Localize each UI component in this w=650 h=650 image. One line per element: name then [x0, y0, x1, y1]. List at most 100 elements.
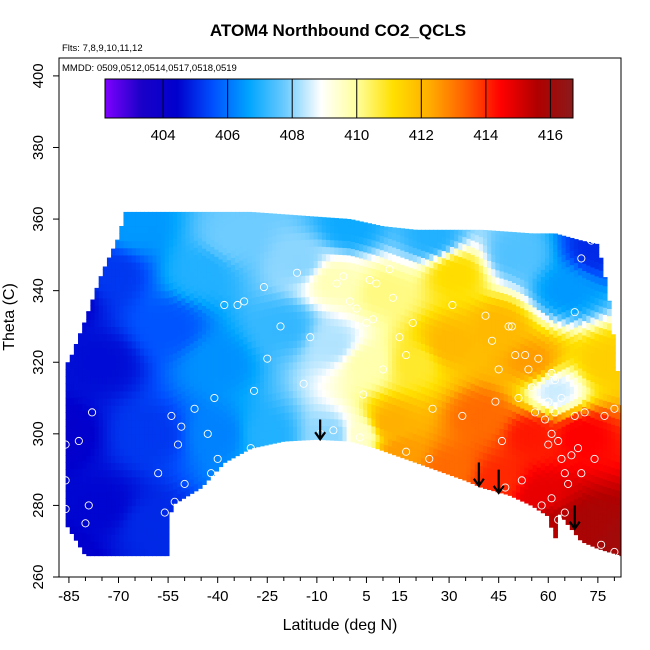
- field-cell: [139, 369, 145, 378]
- field-cell: [491, 239, 496, 248]
- field-cell: [433, 233, 439, 241]
- field-cell: [139, 254, 145, 263]
- field-cell: [276, 434, 282, 443]
- field-cell: [466, 229, 472, 232]
- field-cell: [437, 256, 443, 264]
- field-cell: [82, 546, 87, 555]
- field-cell: [544, 286, 550, 295]
- field-cell: [524, 238, 530, 246]
- field-cell: [82, 503, 87, 512]
- field-cell: [305, 332, 311, 341]
- field-cell: [193, 275, 199, 284]
- field-cell: [569, 307, 575, 316]
- field-cell: [288, 283, 294, 291]
- field-cell: [392, 347, 397, 355]
- field-cell: [425, 316, 430, 324]
- field-cell: [255, 224, 261, 233]
- field-cell: [553, 466, 558, 474]
- field-cell: [309, 310, 315, 319]
- field-cell: [139, 383, 145, 392]
- field-cell: [144, 376, 149, 385]
- field-cell: [168, 418, 174, 427]
- field-cell: [516, 232, 521, 235]
- field-cell: [317, 374, 323, 383]
- field-cell: [359, 243, 364, 252]
- field-cell: [511, 404, 517, 412]
- field-cell: [330, 354, 335, 362]
- field-cell: [429, 382, 434, 390]
- field-cell: [280, 333, 286, 342]
- field-cell: [78, 518, 83, 526]
- field-cell: [470, 254, 476, 263]
- field-cell: [578, 532, 583, 541]
- field-cell: [359, 386, 364, 395]
- field-cell: [482, 473, 488, 482]
- field-cell: [582, 342, 587, 350]
- field-cell: [561, 426, 567, 434]
- sample-point: [395, 333, 404, 342]
- field-cell: [392, 239, 397, 248]
- field-cell: [102, 333, 108, 342]
- field-cell: [557, 413, 563, 422]
- field-cell: [119, 226, 125, 234]
- field-cell: [131, 312, 137, 320]
- field-cell: [425, 387, 430, 396]
- field-cell: [334, 218, 339, 227]
- field-cell: [160, 455, 166, 464]
- field-cell: [280, 434, 286, 442]
- field-cell: [135, 376, 141, 385]
- field-cell: [317, 360, 323, 369]
- field-cell: [288, 411, 294, 420]
- field-cell: [557, 299, 563, 308]
- field-cell: [156, 398, 162, 406]
- field-cell: [569, 364, 575, 373]
- field-cell: [152, 219, 158, 227]
- field-cell: [193, 290, 199, 299]
- field-cell: [305, 246, 311, 255]
- field-cell: [251, 332, 257, 341]
- field-cell: [606, 544, 612, 553]
- field-cell: [582, 241, 587, 250]
- field-cell: [528, 461, 534, 470]
- field-cell: [131, 254, 137, 263]
- field-cell: [520, 286, 525, 294]
- field-cell: [590, 242, 596, 246]
- field-cell: [288, 254, 294, 263]
- field-cell: [98, 283, 104, 292]
- field-cell: [297, 418, 302, 427]
- field-cell: [90, 304, 96, 313]
- field-cell: [416, 399, 422, 407]
- field-cell: [106, 412, 112, 421]
- field-cell: [218, 266, 224, 274]
- field-cell: [94, 548, 100, 557]
- field-cell: [297, 254, 302, 262]
- field-cell: [317, 217, 323, 226]
- field-cell: [239, 353, 244, 361]
- field-cell: [218, 309, 224, 317]
- field-cell: [379, 256, 385, 265]
- field-cell: [582, 463, 587, 472]
- field-cell: [363, 301, 368, 310]
- field-cell: [144, 412, 149, 421]
- field-cell: [276, 349, 282, 357]
- field-cell: [206, 429, 211, 438]
- field-cell: [292, 404, 298, 413]
- field-cell: [392, 325, 397, 334]
- field-cell: [371, 433, 377, 441]
- field-cell: [619, 512, 621, 521]
- field-cell: [177, 257, 182, 266]
- field-cell: [557, 442, 563, 451]
- field-cell: [321, 410, 327, 419]
- field-cell: [359, 250, 364, 259]
- field-cell: [392, 275, 397, 284]
- field-cell: [458, 270, 463, 279]
- field-cell: [598, 341, 604, 350]
- field-cell: [524, 417, 530, 425]
- field-cell: [590, 481, 596, 490]
- field-cell: [557, 421, 563, 429]
- field-cell: [466, 452, 472, 461]
- field-cell: [86, 355, 91, 363]
- field-cell: [313, 346, 319, 354]
- field-cell: [408, 388, 414, 397]
- field-cell: [251, 212, 257, 220]
